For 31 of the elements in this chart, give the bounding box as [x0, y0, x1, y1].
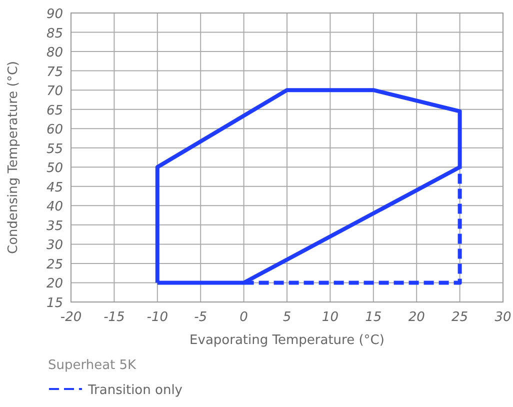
y-tick-label: 15: [46, 296, 63, 311]
y-tick-label: 35: [46, 218, 63, 234]
x-tick-label: -5: [194, 310, 208, 325]
x-tick-label: -15: [104, 310, 125, 325]
x-tick-label: 15: [365, 310, 382, 325]
x-tick-label: 10: [322, 310, 338, 325]
x-tick-label: -20: [60, 310, 82, 325]
y-tick-label: 85: [46, 26, 63, 42]
legend-label: Transition only: [87, 383, 183, 398]
x-tick-label: 0: [240, 310, 248, 325]
y-tick-label: 80: [46, 46, 63, 61]
x-tick-label: 25: [452, 310, 468, 325]
y-tick-label: 25: [46, 257, 63, 272]
legend-title: Superheat 5K: [48, 358, 137, 373]
x-tick-label: 20: [408, 310, 425, 325]
y-axis-title: Condensing Temperature (°C): [6, 61, 21, 254]
x-axis-title: Evaporating Temperature (°C): [190, 333, 384, 348]
x-tick-label: 5: [282, 310, 292, 325]
y-tick-label: 30: [46, 238, 63, 254]
x-tick-label: 30: [494, 310, 512, 325]
x-tick-label: -10: [146, 310, 168, 325]
y-tick-label: 65: [46, 103, 63, 118]
y-tick-label: 45: [46, 180, 63, 196]
y-tick-label: 50: [46, 161, 63, 176]
y-tick-label: 75: [46, 64, 63, 80]
y-tick-label: 55: [46, 142, 63, 157]
y-tick-label: 20: [46, 276, 63, 292]
y-tick-label: 90: [46, 7, 63, 22]
y-tick-label: 60: [46, 122, 63, 138]
y-tick-label: 40: [46, 200, 63, 215]
y-tick-label: 70: [46, 84, 63, 100]
